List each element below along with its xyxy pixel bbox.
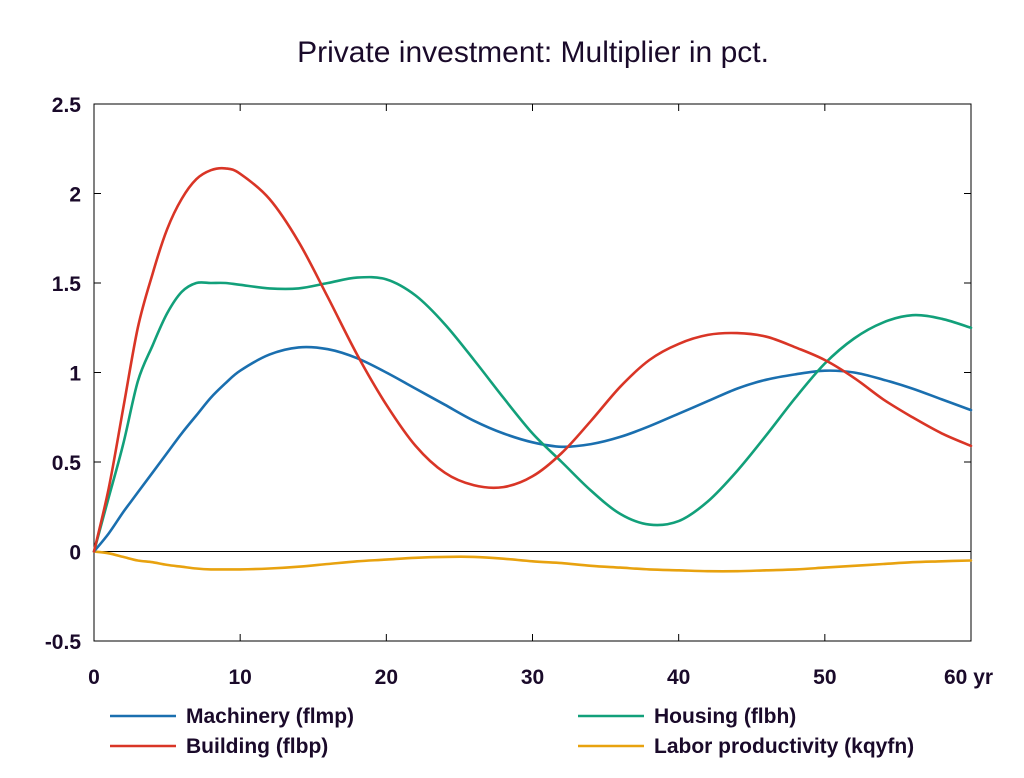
y-tick-label: 0.5 bbox=[52, 452, 82, 475]
x-tick-label: 10 bbox=[228, 666, 251, 689]
legend-label: Building (flbp) bbox=[186, 735, 328, 758]
series-layer bbox=[92, 166, 973, 573]
series-line-machinery-flmp bbox=[92, 345, 973, 553]
series-line-housing-flbh bbox=[92, 275, 973, 553]
y-tick-label: 0 bbox=[69, 542, 81, 565]
legend-label: Housing (flbh) bbox=[654, 705, 796, 728]
legend-item-building-flbp: Building (flbp) bbox=[110, 735, 328, 758]
x-tick-label: 60 yr bbox=[944, 666, 993, 689]
y-tick-label: 2 bbox=[69, 184, 81, 207]
x-tick-label: 30 bbox=[521, 666, 544, 689]
chart-title: Private investment: Multiplier in pct. bbox=[297, 36, 769, 69]
legend-label: Labor productivity (kqyfn) bbox=[654, 735, 914, 758]
legend-label: Machinery (flmp) bbox=[186, 705, 354, 728]
x-tick-label: 50 bbox=[813, 666, 836, 689]
y-tick-label: -0.5 bbox=[45, 631, 82, 654]
axis-ticks: -0.5 0 0.5 1 1.5 2 2.5 0 10 20 30 40 50 60 yr bbox=[45, 94, 993, 689]
y-tick-label: 1 bbox=[69, 363, 81, 386]
y-tick-label: 2.5 bbox=[52, 94, 82, 117]
x-tick-label: 0 bbox=[88, 666, 100, 689]
legend-item-housing-flbh: Housing (flbh) bbox=[578, 705, 796, 728]
x-tick-label: 40 bbox=[667, 666, 690, 689]
series-line-building-flbp bbox=[92, 166, 973, 553]
legend: Machinery (flmp) Housing (flbh) Building (… bbox=[110, 705, 914, 758]
x-tick-label: 20 bbox=[375, 666, 398, 689]
legend-item-machinery-flmp: Machinery (flmp) bbox=[110, 705, 354, 728]
series-line-labor-productivity-kqyfn bbox=[92, 550, 973, 573]
legend-item-labor-productivity-kqyfn: Labor productivity (kqyfn) bbox=[578, 735, 914, 758]
y-tick-label: 1.5 bbox=[52, 273, 82, 296]
